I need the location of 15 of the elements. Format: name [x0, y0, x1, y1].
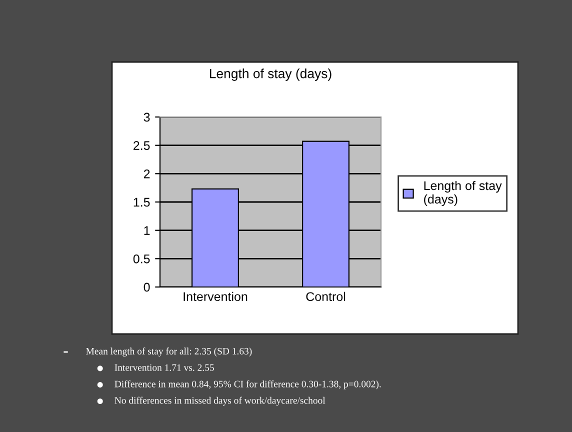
- legend-label: Length of stay (days): [424, 180, 502, 206]
- y-tick-label: 0: [144, 282, 150, 292]
- text: Difference in mean 0.84, 95% CI for difference 0.30-1.38, p=0.002).: [114, 380, 381, 390]
- y-tick-label: 1.5: [134, 198, 150, 207]
- y-tick-label: 3: [144, 112, 150, 122]
- y-tick-label: 0.5: [133, 254, 150, 264]
- text: No differences in missed days of work/daycare/school: [114, 396, 326, 406]
- chart-title: Length of stay (days): [210, 68, 332, 81]
- y-tick-label: 2: [144, 169, 150, 178]
- y-tick-label: 1: [144, 226, 150, 235]
- text: Intervention 1.71 vs. 2.55: [114, 364, 214, 371]
- y-tick-label: 2.5: [134, 141, 150, 150]
- x-tick-label: Control: [306, 292, 346, 302]
- text: Mean length of stay for all: 2.35 (SD 1.63): [86, 348, 252, 356]
- x-tick-label: Intervention: [184, 292, 248, 302]
